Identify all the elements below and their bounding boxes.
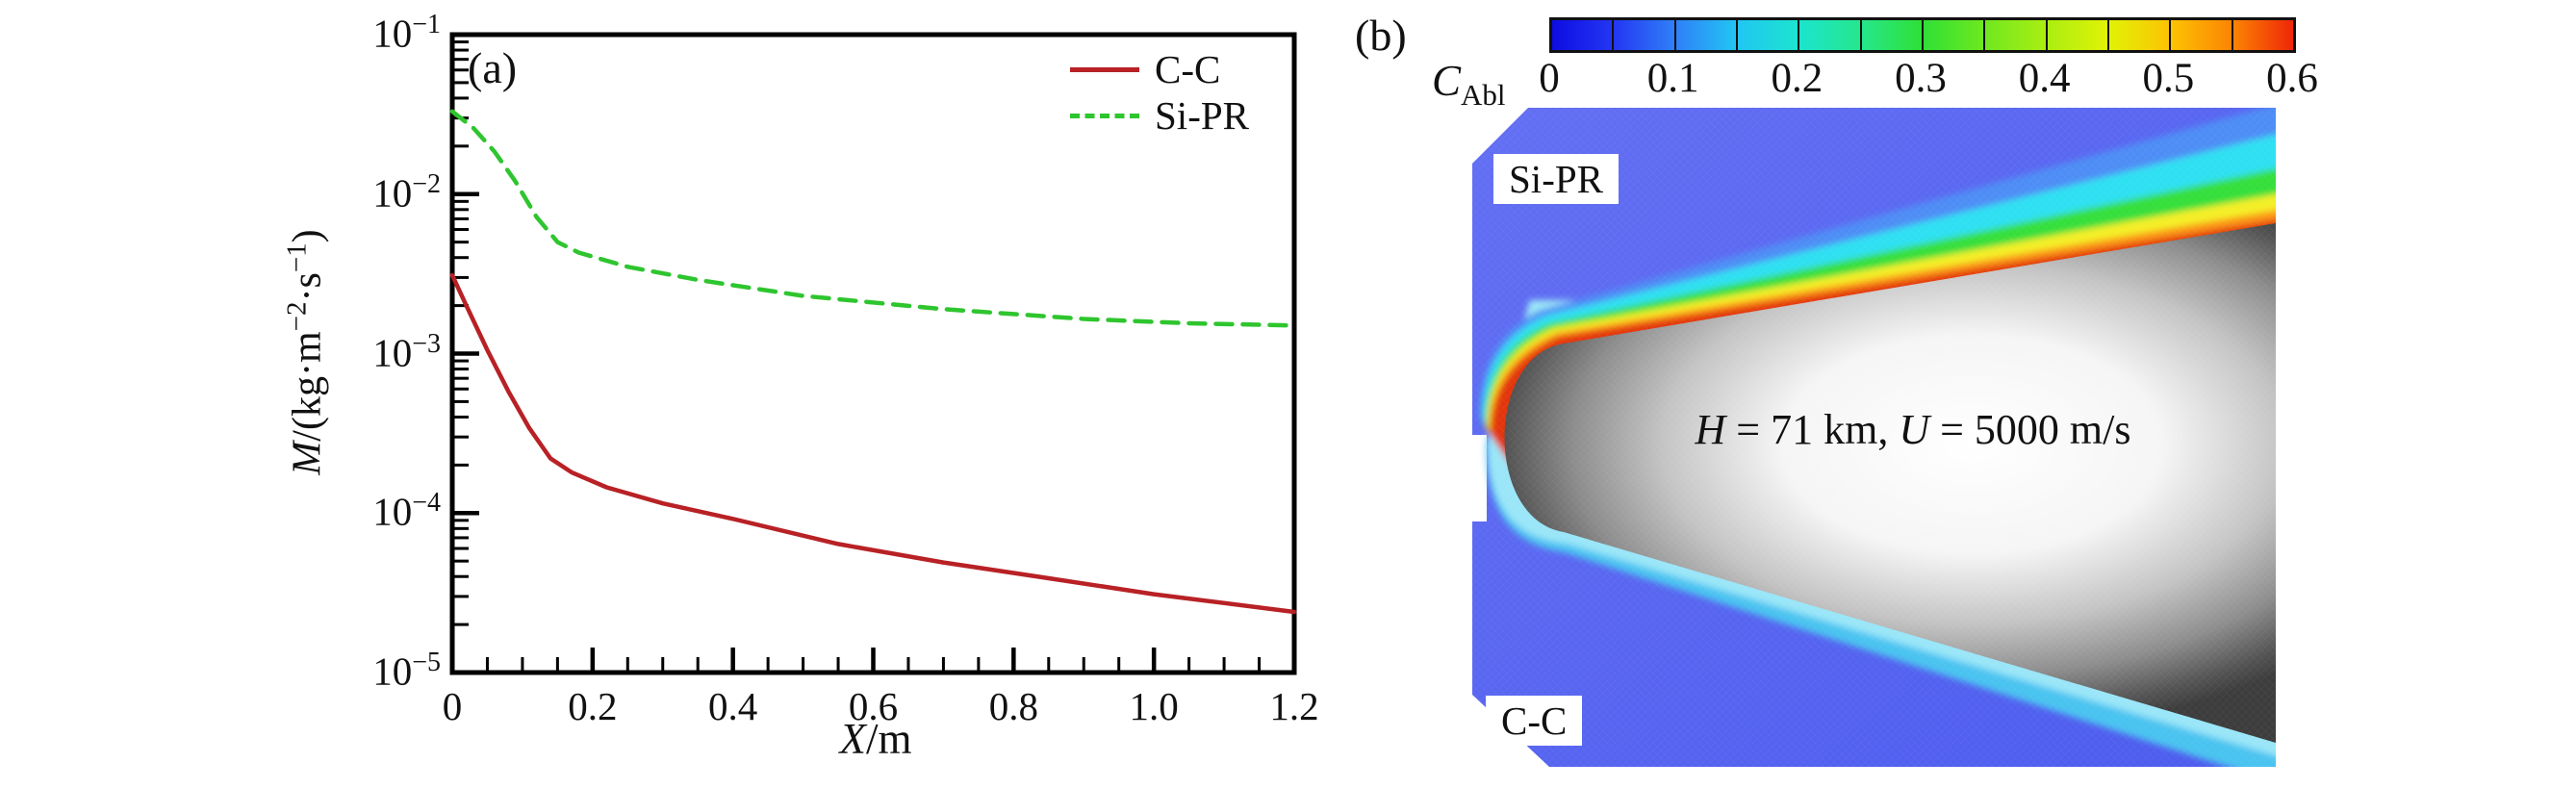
region-label-sipr: Si-PR	[1493, 154, 1619, 204]
legend-line-dashed	[1070, 113, 1139, 118]
colorbar-tick-label: 0.6	[2266, 56, 2318, 101]
series-si-pr	[449, 109, 1297, 328]
x-tick-label: 0.2	[568, 684, 618, 728]
x-axis-label: X/m	[799, 714, 953, 764]
colorbar-segment	[2047, 20, 2109, 50]
colorbar-segment	[1737, 20, 1800, 50]
colorbar-tick-label: 0.5	[2142, 56, 2195, 101]
y-tick-label: 10−1	[372, 10, 441, 56]
colorbar-segment	[1861, 20, 1924, 50]
colorbar-segment	[2171, 20, 2233, 50]
colorbar-segment	[1923, 20, 1986, 50]
x-tick-label: 0.4	[708, 684, 758, 728]
ablation-rate-chart	[449, 32, 1297, 675]
x-axis-unit: /m	[865, 715, 912, 763]
plot-frame	[449, 32, 1297, 675]
colorbar-segment	[1614, 20, 1676, 50]
region-label-cc: C-C	[1486, 696, 1583, 746]
x-tick-label: 1.0	[1129, 684, 1179, 728]
colorbar-label: CAbl	[1432, 57, 1506, 112]
legend-label: C-C	[1155, 47, 1221, 91]
colorbar-segment	[2108, 20, 2172, 50]
colorbar-segment	[1552, 20, 1615, 50]
mesh-overlay	[1472, 108, 2276, 767]
x-tick-label: 0	[442, 684, 463, 728]
colorbar-ticks: 0 0.1 0.2 0.3 0.4 0.5 0.6	[1539, 55, 2318, 103]
cfd-contour-plot	[1472, 108, 2276, 767]
y-tick-label: 10−5	[372, 648, 441, 694]
colorbar-tick-label: 0.2	[1771, 56, 1824, 101]
series-c-c	[449, 272, 1297, 615]
panel-a-label: (a)	[468, 43, 518, 92]
legend-item-sipr: Si-PR	[1070, 93, 1249, 138]
colorbar-tick-label: 0.4	[2018, 56, 2071, 101]
legend-item-cc: C-C	[1070, 47, 1220, 91]
colorbar-segment	[2232, 20, 2293, 50]
x-axis-variable: X	[839, 715, 866, 763]
flow-conditions-annotation: H = 71 km, U = 5000 m/s	[1695, 406, 2131, 453]
colorbar-tick-label: 0.1	[1646, 56, 1699, 101]
y-tick-label: 10−2	[372, 168, 441, 216]
legend-line-solid	[1070, 66, 1139, 72]
y-tick-label: 10−3	[372, 328, 441, 375]
panel-b-label: (b)	[1355, 11, 1407, 60]
colorbar-tick-label: 0.3	[1895, 56, 1947, 101]
colorbar-segment	[1985, 20, 2048, 50]
x-tick-label: 0.8	[988, 684, 1038, 728]
colorbar-tick-label: 0	[1539, 56, 1560, 101]
colorbar-segment	[1799, 20, 1862, 50]
colorbar	[1549, 17, 2296, 53]
x-tick-label: 1.2	[1269, 684, 1319, 728]
y-tick-label: 10−4	[372, 488, 441, 534]
x-tick-label: 0.6	[848, 684, 899, 728]
legend-label: Si-PR	[1155, 93, 1249, 138]
colorbar-segment	[1675, 20, 1738, 50]
